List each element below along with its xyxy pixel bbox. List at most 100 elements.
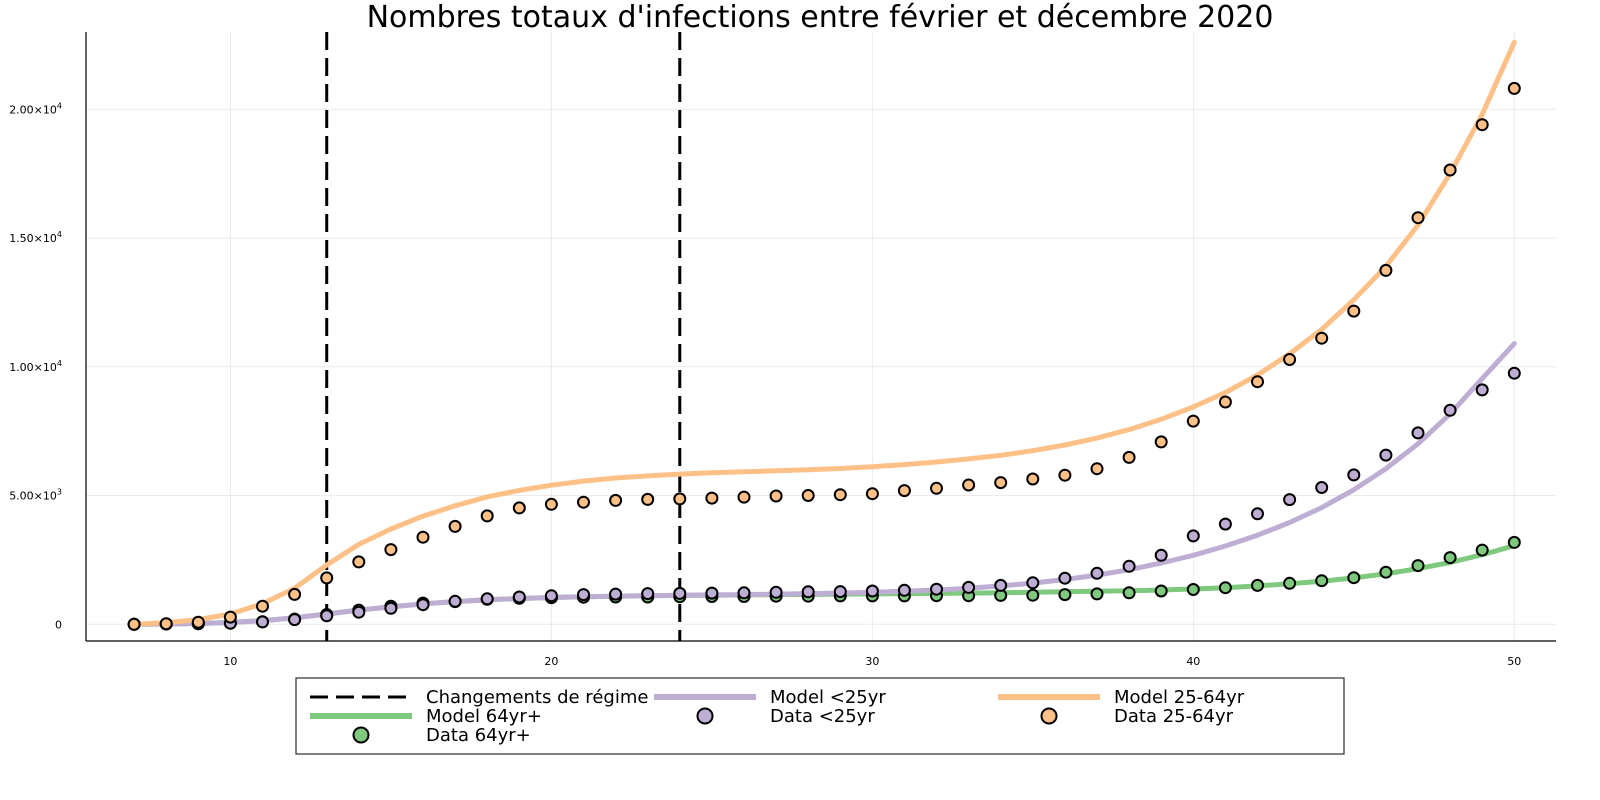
data-point xyxy=(448,594,462,608)
data-point xyxy=(448,519,462,533)
x-tick-label: 40 xyxy=(1186,655,1200,668)
data-point xyxy=(609,493,623,507)
data-point xyxy=(962,580,976,594)
data-point xyxy=(1315,574,1329,588)
y-tick-exponent: 4 xyxy=(57,230,62,239)
y-tick-mantissa: 5.00×10 xyxy=(9,490,57,503)
data-point xyxy=(191,615,205,629)
legend-swatch-marker xyxy=(1040,707,1058,725)
grid xyxy=(86,32,1556,641)
data-point xyxy=(577,588,590,602)
y-tick-label: 1.50×104 xyxy=(9,230,62,245)
data-point xyxy=(1058,588,1072,602)
legend-item: Data 25-64yr xyxy=(1040,706,1234,727)
y-tick-label: 2.00×104 xyxy=(9,101,62,116)
data-point xyxy=(641,492,655,506)
data-point xyxy=(320,571,334,585)
y-tick-exponent: 4 xyxy=(57,359,62,368)
data-point xyxy=(897,583,911,597)
data-point xyxy=(609,587,623,601)
data-point xyxy=(641,587,655,601)
data-point xyxy=(1315,481,1329,494)
y-tick-mantissa: 2.00×10 xyxy=(9,103,57,116)
legend-label: Data <25yr xyxy=(770,706,875,727)
data-point xyxy=(1251,375,1264,389)
legend-item: Model <25yr xyxy=(654,687,886,708)
data-point xyxy=(1283,353,1297,366)
data-point xyxy=(769,585,783,599)
y-tick-mantissa: 1.00×10 xyxy=(9,361,57,374)
data-point xyxy=(1090,587,1104,601)
data-point xyxy=(127,617,141,631)
data-point xyxy=(1122,586,1136,600)
data-point xyxy=(930,481,943,495)
data-point xyxy=(544,497,558,511)
data-point xyxy=(1443,403,1457,417)
data-point xyxy=(480,592,494,606)
y-tick-label: 0 xyxy=(55,618,62,631)
data-point xyxy=(1122,450,1136,464)
data-point xyxy=(673,586,687,600)
y-tick-label: 1.00×104 xyxy=(9,359,62,374)
data-point xyxy=(512,501,526,515)
x-tick-label: 30 xyxy=(865,655,879,668)
legend-item: Model 64yr+ xyxy=(310,706,542,727)
data-point xyxy=(1507,366,1521,380)
data-point xyxy=(1186,529,1200,543)
axes xyxy=(85,32,1556,642)
regime-change-lines xyxy=(325,32,682,641)
data-point xyxy=(1507,535,1521,549)
data-point xyxy=(1411,211,1425,225)
data-point xyxy=(1379,565,1393,579)
data-point xyxy=(1443,163,1457,177)
legend-label: Changements de régime xyxy=(426,687,648,708)
data-point xyxy=(1379,263,1393,277)
data-point xyxy=(1507,81,1521,95)
data-point xyxy=(352,605,366,619)
data-point xyxy=(833,488,847,502)
data-point xyxy=(1154,435,1168,449)
y-tick-exponent: 4 xyxy=(57,101,62,110)
legend-item: Changements de régime xyxy=(310,687,648,708)
data-point xyxy=(1475,383,1489,397)
data-point xyxy=(1251,507,1264,521)
legend-item: Data <25yr xyxy=(696,706,875,727)
data-point xyxy=(994,476,1008,490)
data-point xyxy=(1058,468,1072,482)
data-point xyxy=(416,598,430,612)
legend-label: Model <25yr xyxy=(770,687,886,708)
data-point xyxy=(159,617,173,631)
data-point xyxy=(288,613,302,627)
data-point xyxy=(1026,588,1040,602)
legend-label: Data 25-64yr xyxy=(1114,706,1234,727)
data-point xyxy=(1154,548,1168,562)
data-point xyxy=(769,489,783,503)
data-point xyxy=(1347,571,1361,585)
x-tick-labels: 10 20 30 40 50 xyxy=(223,655,1521,668)
data-point xyxy=(1283,493,1297,507)
y-tick-mantissa: 1.50×10 xyxy=(9,232,57,245)
data-point xyxy=(1122,559,1136,573)
data-point xyxy=(1218,517,1232,531)
data-point xyxy=(737,490,751,504)
data-point xyxy=(1475,118,1489,132)
data-point xyxy=(1218,581,1232,595)
data-point xyxy=(705,586,719,600)
data-point xyxy=(1315,331,1329,345)
data-point xyxy=(1218,395,1232,409)
data-point xyxy=(673,492,687,506)
x-tick-label: 10 xyxy=(223,655,237,668)
legend-box xyxy=(295,677,1345,755)
data-point xyxy=(1443,551,1457,565)
series-line-model-25-64yr xyxy=(131,39,1517,627)
data-point xyxy=(1090,462,1104,476)
chart-title: Nombres totaux d'infections entre févrie… xyxy=(367,0,1274,35)
data-point xyxy=(865,584,879,598)
legend-label: Model 25-64yr xyxy=(1114,687,1245,708)
legend-item: Model 25-64yr xyxy=(998,687,1245,708)
x-tick-label: 50 xyxy=(1507,655,1521,668)
data-point xyxy=(223,610,237,624)
data-point xyxy=(1026,472,1040,486)
legend-item: Data 64yr+ xyxy=(352,725,531,746)
